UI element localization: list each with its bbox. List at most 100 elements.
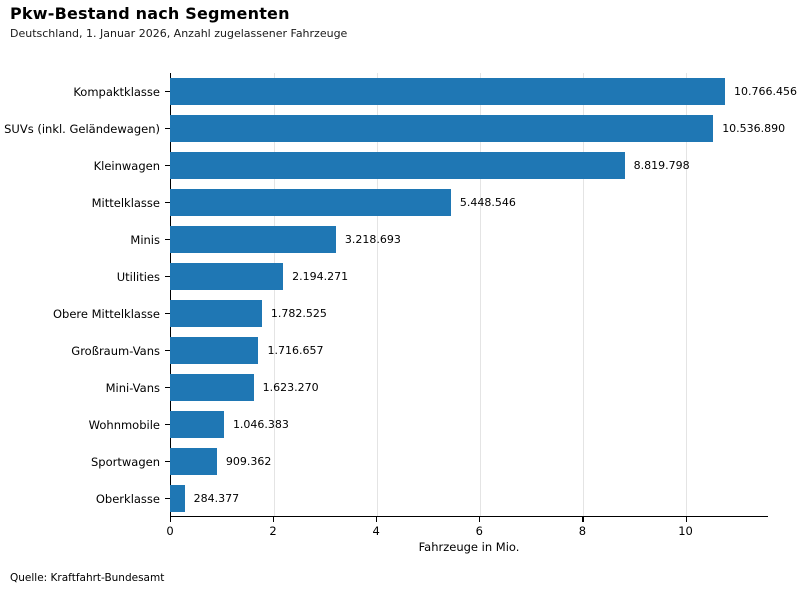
x-tick-mark-10: [685, 517, 687, 522]
category-label-cell: Wohnmobile: [0, 418, 170, 432]
bar-minis: [170, 225, 336, 254]
x-tick-mark-8: [582, 517, 584, 522]
y-tick-mark: [165, 349, 170, 352]
x-tick-label-6: 6: [475, 524, 483, 538]
x-axis-label: Fahrzeuge in Mio.: [418, 540, 520, 554]
chart-subtitle: Deutschland, 1. Januar 2026, Anzahl zuge…: [10, 27, 348, 40]
bar-row: Kleinwagen 8.819.798: [0, 147, 768, 184]
bar-value-label: 2.194.271: [292, 270, 349, 283]
bar-obere-mittelklasse: [170, 299, 262, 328]
gridline-x-2: [273, 73, 275, 516]
bar-track: 8.819.798: [170, 147, 768, 184]
category-label-cell: Oberklasse: [0, 492, 170, 506]
category-label-cell: Minis: [0, 233, 170, 247]
category-label-cell: Kleinwagen: [0, 159, 170, 173]
y-tick-mark: [165, 497, 170, 500]
bar-mittelklasse: [170, 188, 451, 217]
bar-track: 1.046.383: [170, 406, 768, 443]
bar-row: Sportwagen 909.362: [0, 443, 768, 480]
category-label: Obere Mittelklasse: [53, 306, 160, 321]
category-label: Kleinwagen: [93, 158, 160, 173]
plot-area: [170, 73, 768, 517]
y-tick-mark: [165, 386, 170, 389]
x-tick-label-2: 2: [269, 524, 277, 538]
category-label: Minis: [130, 232, 160, 247]
gridline-x-8: [582, 73, 584, 516]
bar-track: 1.716.657: [170, 332, 768, 369]
x-tick-mark-4: [376, 517, 378, 522]
category-label-cell: SUVs (inkl. Geländewagen): [0, 122, 170, 136]
bar-utilities: [170, 262, 284, 291]
category-label: Kompaktklasse: [73, 84, 160, 99]
bar-row: SUVs (inkl. Geländewagen) 10.536.890: [0, 110, 785, 147]
bar-row: Mittelklasse 5.448.546: [0, 184, 768, 221]
x-tick-label-10: 10: [678, 524, 693, 538]
bar-row: Wohnmobile 1.046.383: [0, 406, 768, 443]
x-tick-mark-6: [479, 517, 481, 522]
category-label: Mini-Vans: [105, 380, 160, 395]
category-label-cell: Kompaktklasse: [0, 85, 170, 99]
bar-value-label: 10.536.890: [722, 122, 786, 135]
bar-oberklasse: [170, 484, 185, 513]
y-tick-mark: [165, 312, 170, 315]
bar-row: Mini-Vans 1.623.270: [0, 369, 768, 406]
y-tick-mark: [165, 238, 170, 241]
bar-value-label: 1.623.270: [262, 381, 319, 394]
y-tick-mark: [165, 90, 170, 93]
bar-track: 10.766.456: [170, 73, 797, 110]
y-tick-mark: [165, 164, 170, 167]
bar-track: 909.362: [170, 443, 768, 480]
bar-track: 284.377: [170, 480, 768, 517]
bar-track: 5.448.546: [170, 184, 768, 221]
category-label: Mittelklasse: [91, 195, 160, 210]
category-label-cell: Mittelklasse: [0, 196, 170, 210]
bar-kleinwagen: [170, 151, 625, 180]
bar-kompaktklasse: [170, 77, 726, 106]
category-label: Wohnmobile: [88, 417, 160, 432]
category-label: SUVs (inkl. Geländewagen): [4, 121, 160, 136]
bar-track: 2.194.271: [170, 258, 768, 295]
bar-value-label: 1.782.525: [270, 307, 327, 320]
bar-row: Kompaktklasse 10.766.456: [0, 73, 797, 110]
category-label-cell: Großraum-Vans: [0, 344, 170, 358]
bar-value-label: 1.046.383: [232, 418, 289, 431]
bar-value-label: 10.766.456: [734, 85, 797, 98]
category-label-cell: Sportwagen: [0, 455, 170, 469]
bar-track: 3.218.693: [170, 221, 768, 258]
category-label-cell: Utilities: [0, 270, 170, 284]
category-label: Sportwagen: [91, 454, 160, 469]
gridline-x-10: [685, 73, 687, 516]
bar-row: Großraum-Vans 1.716.657: [0, 332, 768, 369]
bar-row: Utilities 2.194.271: [0, 258, 768, 295]
bar-value-label: 1.716.657: [267, 344, 324, 357]
x-tick-label-0: 0: [166, 524, 174, 538]
y-tick-mark: [165, 127, 170, 130]
x-tick-mark-2: [273, 517, 275, 522]
bar-sportwagen: [170, 447, 217, 476]
gridline-x-6: [479, 73, 481, 516]
bar-value-label: 909.362: [225, 455, 272, 468]
y-tick-mark: [165, 423, 170, 426]
bar-gro-raum-vans: [170, 336, 259, 365]
source-note: Quelle: Kraftfahrt-Bundesamt: [10, 572, 165, 584]
y-tick-mark: [165, 275, 170, 278]
bar-value-label: 3.218.693: [344, 233, 401, 246]
x-tick-label-4: 4: [372, 524, 380, 538]
category-label: Großraum-Vans: [71, 343, 160, 358]
bar-mini-vans: [170, 373, 254, 402]
bar-row: Minis 3.218.693: [0, 221, 768, 258]
x-tick-mark-0: [170, 517, 172, 522]
bar-row: Obere Mittelklasse 1.782.525: [0, 295, 768, 332]
category-label: Utilities: [116, 269, 160, 284]
bar-value-label: 5.448.546: [459, 196, 516, 209]
bar-rows: Kompaktklasse 10.766.456 SUVs (inkl. Gelän…: [0, 73, 797, 517]
x-tick-label-8: 8: [578, 524, 587, 538]
bar-value-label: 8.819.798: [633, 159, 690, 172]
bar-track: 10.536.890: [170, 110, 785, 147]
chart-title: Pkw-Bestand nach Segmenten: [10, 4, 290, 23]
category-label: Oberklasse: [95, 491, 160, 506]
y-tick-mark: [165, 460, 170, 463]
bar-wohnmobile: [170, 410, 224, 439]
bar-track: 1.782.525: [170, 295, 768, 332]
